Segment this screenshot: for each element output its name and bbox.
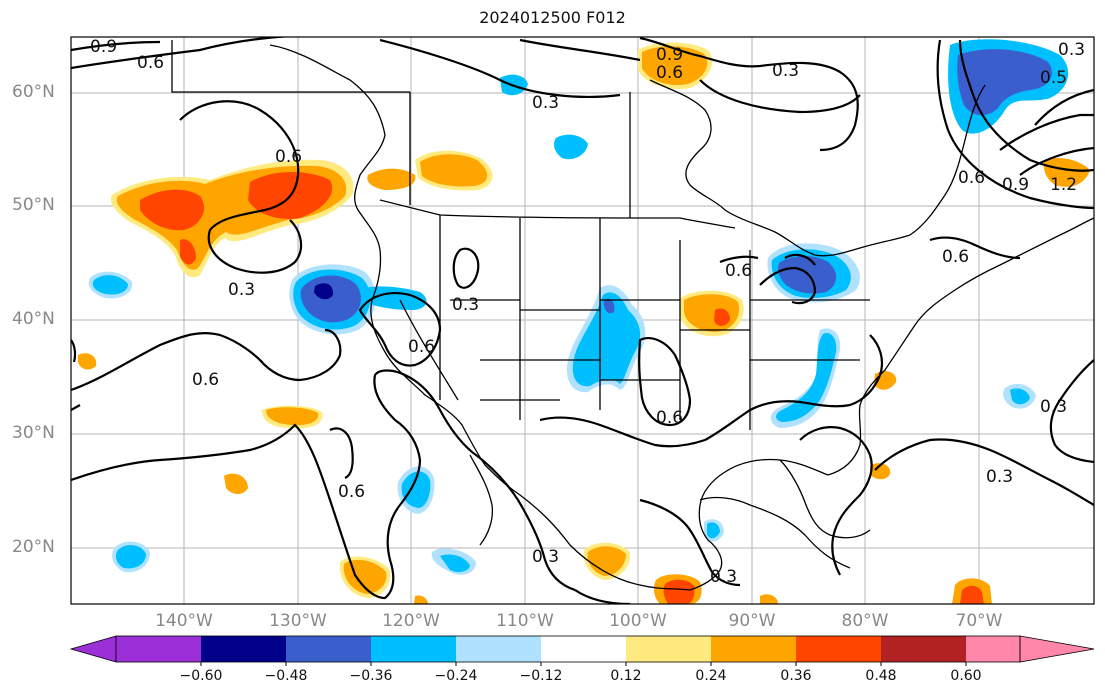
colorbar-segment xyxy=(966,636,1020,662)
colorbar-tick-label: −0.36 xyxy=(349,668,393,684)
colorbar-segment xyxy=(456,636,541,662)
colorbar-min-arrow xyxy=(69,635,117,663)
lat-label: 40°N xyxy=(12,309,55,329)
contour-label: 0.3 xyxy=(772,61,799,81)
lat-label: 30°N xyxy=(12,423,55,443)
lat-label: 50°N xyxy=(12,195,55,215)
contour-label: 0.6 xyxy=(275,147,302,167)
colorbar-tick-label: 0.12 xyxy=(610,668,642,684)
shaded-anomalies xyxy=(78,39,1090,604)
contour-label: 0.6 xyxy=(338,482,365,502)
colorbar-tick-label: 0.60 xyxy=(950,668,982,684)
contour-label: 0.6 xyxy=(958,168,985,188)
lon-label: 80°W xyxy=(841,611,889,631)
colorbar-segment xyxy=(626,636,711,662)
contour-label: 0.3 xyxy=(1058,40,1085,60)
contour-label: 0.3 xyxy=(986,467,1013,487)
colorbar-tick-label: 0.36 xyxy=(780,668,812,684)
colorbar-tick-label: −0.60 xyxy=(179,668,223,684)
contour-label: 0.9 xyxy=(656,45,683,65)
map-plot-area: 0.9 0.6 0.9 0.6 0.3 0.3 0.5 0.6 0.9 1.2 … xyxy=(71,37,1094,604)
colorbar-segment xyxy=(796,636,881,662)
contour-lines xyxy=(71,37,1094,604)
colorbar-segment xyxy=(116,636,201,662)
contour-label: 0.6 xyxy=(656,408,683,428)
lon-label: 90°W xyxy=(728,611,776,631)
lon-label: 100°W xyxy=(609,611,667,631)
contour-label: 0.6 xyxy=(942,247,969,267)
contour-label: 0.3 xyxy=(710,567,737,587)
contour-label: 0.9 xyxy=(1002,175,1029,195)
lat-label: 60°N xyxy=(12,82,55,102)
contour-label-group: 0.9 0.6 0.9 0.6 0.3 0.3 0.5 0.6 0.9 1.2 … xyxy=(90,37,1085,587)
lon-label: 120°W xyxy=(382,611,440,631)
lon-label: 130°W xyxy=(269,611,327,631)
colorbar-segment xyxy=(201,636,286,662)
colorbar-tick-label: −0.12 xyxy=(519,668,563,684)
contour-label: 0.6 xyxy=(725,261,752,281)
contour-label: 1.2 xyxy=(1050,175,1077,195)
colorbar-max-arrow xyxy=(1019,635,1095,663)
lon-label: 70°W xyxy=(955,611,1003,631)
colorbar-tick-label: −0.48 xyxy=(264,668,308,684)
contour-label: 0.3 xyxy=(532,547,559,567)
colorbar-tick-label: −0.24 xyxy=(434,668,478,684)
colorbar-segment xyxy=(881,636,966,662)
contour-label: 0.6 xyxy=(192,370,219,390)
contour-label: 0.6 xyxy=(656,63,683,83)
contour-label: 0.9 xyxy=(90,37,117,57)
colorbar-segment xyxy=(541,636,626,662)
map-frame xyxy=(70,36,1095,605)
contour-label: 0.3 xyxy=(1040,397,1067,417)
contour-label: 0.3 xyxy=(452,295,479,315)
contour-label: 0.3 xyxy=(228,280,255,300)
colorbar-segment xyxy=(371,636,456,662)
contour-label: 0.5 xyxy=(1040,68,1067,88)
colorbar xyxy=(69,635,1095,666)
colorbar-tick-label: 0.24 xyxy=(695,668,727,684)
contour-label: 0.6 xyxy=(137,53,164,73)
lon-label: 110°W xyxy=(496,611,554,631)
lon-label: 140°W xyxy=(155,611,213,631)
map-title: 2024012500 F012 xyxy=(479,8,626,27)
lat-label: 20°N xyxy=(12,537,55,557)
colorbar-segment xyxy=(711,636,796,662)
colorbar-segment xyxy=(286,636,371,662)
contour-label: 0.6 xyxy=(408,337,435,357)
contour-label: 0.3 xyxy=(532,93,559,113)
colorbar-tick-label: 0.48 xyxy=(865,668,897,684)
